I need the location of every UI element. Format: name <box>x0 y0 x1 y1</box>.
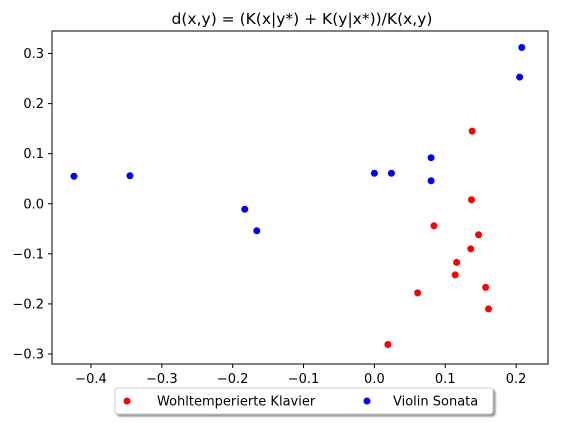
x-tick-label: 0.1 <box>435 372 456 387</box>
y-tick-label: −0.1 <box>12 247 44 262</box>
y-tick-label: 0.2 <box>23 97 44 112</box>
point-wohltemperierte-klavier <box>475 231 483 239</box>
y-tick-label: −0.3 <box>12 347 44 362</box>
point-violin-sonata <box>253 227 261 235</box>
x-tick-label: −0.2 <box>217 372 249 387</box>
point-wohltemperierte-klavier <box>451 271 459 279</box>
y-tick-label: 0.0 <box>23 197 44 212</box>
chart-title: d(x,y) = (K(x|y*) + K(y|x*))/K(x,y) <box>172 10 433 28</box>
x-tick-label: −0.4 <box>75 372 107 387</box>
y-tick-label: −0.2 <box>12 297 44 312</box>
point-violin-sonata <box>427 154 435 162</box>
point-wohltemperierte-klavier <box>430 222 438 230</box>
legend-box <box>114 387 494 415</box>
point-violin-sonata <box>427 177 435 185</box>
point-wohltemperierte-klavier <box>467 245 475 253</box>
plot-area <box>51 30 549 365</box>
y-tick-label: 0.3 <box>23 47 44 62</box>
legend-marker-wohltemperierte-klavier <box>123 397 131 405</box>
x-tick-label: −0.1 <box>288 372 320 387</box>
point-wohltemperierte-klavier <box>468 127 476 135</box>
point-violin-sonata <box>518 44 526 52</box>
point-violin-sonata <box>387 169 395 177</box>
point-violin-sonata <box>370 169 378 177</box>
point-wohltemperierte-klavier <box>414 289 422 297</box>
point-violin-sonata <box>241 205 249 213</box>
point-wohltemperierte-klavier <box>484 305 492 313</box>
point-wohltemperierte-klavier <box>482 283 490 291</box>
legend-label-violin-sonata: Violin Sonata <box>393 395 478 410</box>
x-axis: −0.4 −0.3 −0.2 −0.1 0.0 0.1 0.2 <box>75 364 526 387</box>
point-wohltemperierte-klavier <box>384 340 392 348</box>
x-tick-label: −0.3 <box>146 372 178 387</box>
y-axis: −0.3 −0.2 −0.1 0.0 0.1 0.2 0.3 <box>12 47 52 362</box>
point-violin-sonata <box>70 172 78 180</box>
point-violin-sonata <box>126 172 134 180</box>
legend: Wohltemperierte Klavier Violin Sonata <box>114 387 494 415</box>
point-wohltemperierte-klavier <box>467 196 475 204</box>
legend-label-wohltemperierte-klavier: Wohltemperierte Klavier <box>157 395 316 410</box>
x-tick-label: 0.0 <box>364 372 385 387</box>
y-tick-label: 0.1 <box>23 147 44 162</box>
x-tick-label: 0.2 <box>506 372 527 387</box>
point-violin-sonata <box>516 73 524 81</box>
legend-marker-violin-sonata <box>363 397 371 405</box>
points-layer <box>70 44 526 348</box>
point-wohltemperierte-klavier <box>453 258 461 266</box>
